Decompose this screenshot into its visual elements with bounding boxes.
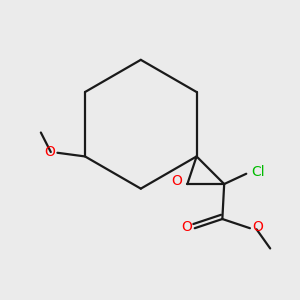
Text: O: O <box>181 220 192 234</box>
Text: O: O <box>44 145 55 159</box>
Text: O: O <box>253 220 263 234</box>
Text: Cl: Cl <box>251 164 265 178</box>
Text: O: O <box>172 174 182 188</box>
